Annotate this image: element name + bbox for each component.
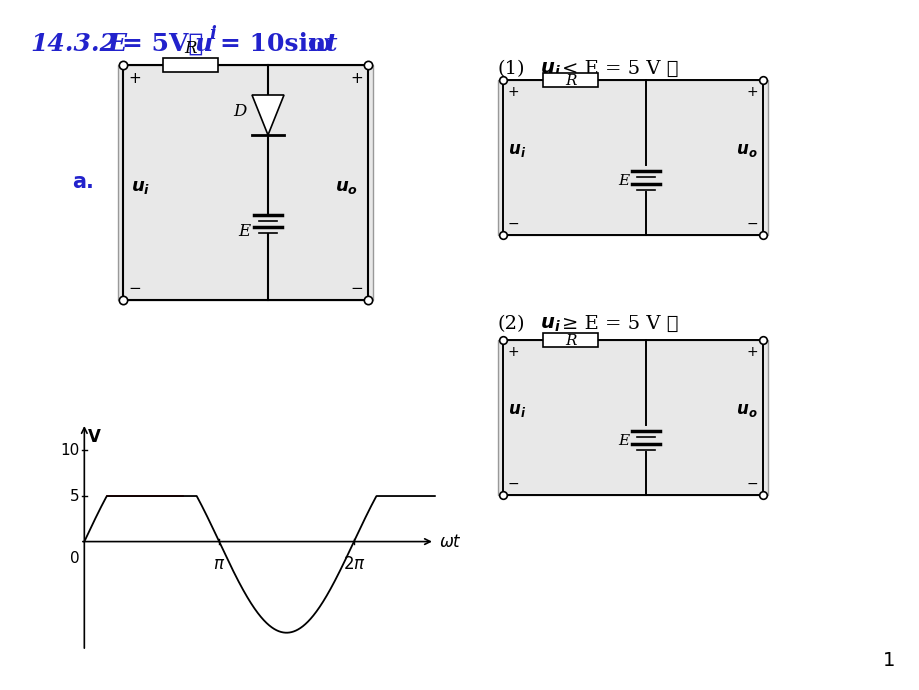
Text: $\bfit{u}_{\bfit{i}}$: $\bfit{u}_{\bfit{i}}$ (539, 315, 561, 334)
Text: $\bfit{u}_{\bfit{o}}$: $\bfit{u}_{\bfit{o}}$ (735, 141, 757, 159)
Bar (542, 73, 597, 87)
Text: (2): (2) (497, 315, 525, 333)
Text: E: E (618, 434, 629, 448)
Text: R: R (184, 40, 197, 57)
Text: +: + (745, 85, 757, 99)
Text: ≥ E = 5 V 时: ≥ E = 5 V 时 (562, 315, 678, 333)
Text: 14.3.2: 14.3.2 (30, 32, 117, 56)
Text: 1: 1 (881, 651, 894, 670)
Text: E: E (238, 222, 250, 239)
Bar (118, 65, 372, 300)
Bar (118, 65, 372, 300)
Text: 10: 10 (60, 443, 79, 458)
Text: E: E (618, 174, 629, 188)
Text: +: + (349, 71, 362, 86)
Text: $\bfit{u}_{\bfit{o}}$: $\bfit{u}_{\bfit{o}}$ (735, 401, 757, 419)
Text: −: − (507, 477, 519, 491)
Text: R: R (564, 74, 575, 88)
Text: t: t (325, 32, 337, 56)
Text: 0: 0 (70, 551, 79, 566)
Text: +: + (507, 85, 519, 99)
Text: $\omega t$: $\omega t$ (438, 533, 461, 551)
Text: −: − (128, 281, 141, 296)
Text: −: − (349, 281, 362, 296)
Text: $\bfit{u}_{\bfit{o}}$: $\bfit{u}_{\bfit{o}}$ (335, 178, 357, 196)
Text: $2\pi$: $2\pi$ (342, 555, 365, 573)
Bar (497, 80, 767, 235)
Text: ω: ω (308, 32, 332, 56)
Text: u: u (194, 32, 212, 56)
Text: $\bfit{u}_{\bfit{i}}$: $\bfit{u}_{\bfit{i}}$ (507, 141, 526, 159)
Text: $\bfit{u}_{\bfit{i}}$: $\bfit{u}_{\bfit{i}}$ (507, 401, 526, 419)
Text: i: i (209, 25, 216, 43)
Text: E: E (108, 32, 127, 56)
Text: +: + (745, 345, 757, 359)
Bar (497, 80, 767, 235)
Bar (163, 58, 218, 72)
Text: D: D (233, 103, 246, 119)
Text: a.: a. (72, 172, 94, 193)
Text: 5: 5 (70, 489, 79, 504)
Text: $\bfit{u}_{\bfit{i}}$: $\bfit{u}_{\bfit{i}}$ (539, 60, 561, 79)
Text: = 5V，: = 5V， (122, 32, 203, 56)
Text: −: − (745, 217, 757, 231)
Text: V: V (87, 428, 100, 446)
Text: R: R (564, 334, 575, 348)
Bar (497, 340, 767, 495)
Text: −: − (745, 477, 757, 491)
Text: $\pi$: $\pi$ (213, 555, 225, 573)
Text: (1): (1) (497, 60, 525, 78)
Bar (542, 333, 597, 347)
Text: +: + (507, 345, 519, 359)
Polygon shape (252, 95, 284, 135)
Text: $\bfit{u}_{\bfit{i}}$: $\bfit{u}_{\bfit{i}}$ (130, 178, 151, 196)
Bar (497, 340, 767, 495)
Text: −: − (507, 217, 519, 231)
Text: = 10sin: = 10sin (220, 32, 326, 56)
Text: +: + (128, 71, 141, 86)
Text: < E = 5 V 时: < E = 5 V 时 (562, 60, 678, 78)
